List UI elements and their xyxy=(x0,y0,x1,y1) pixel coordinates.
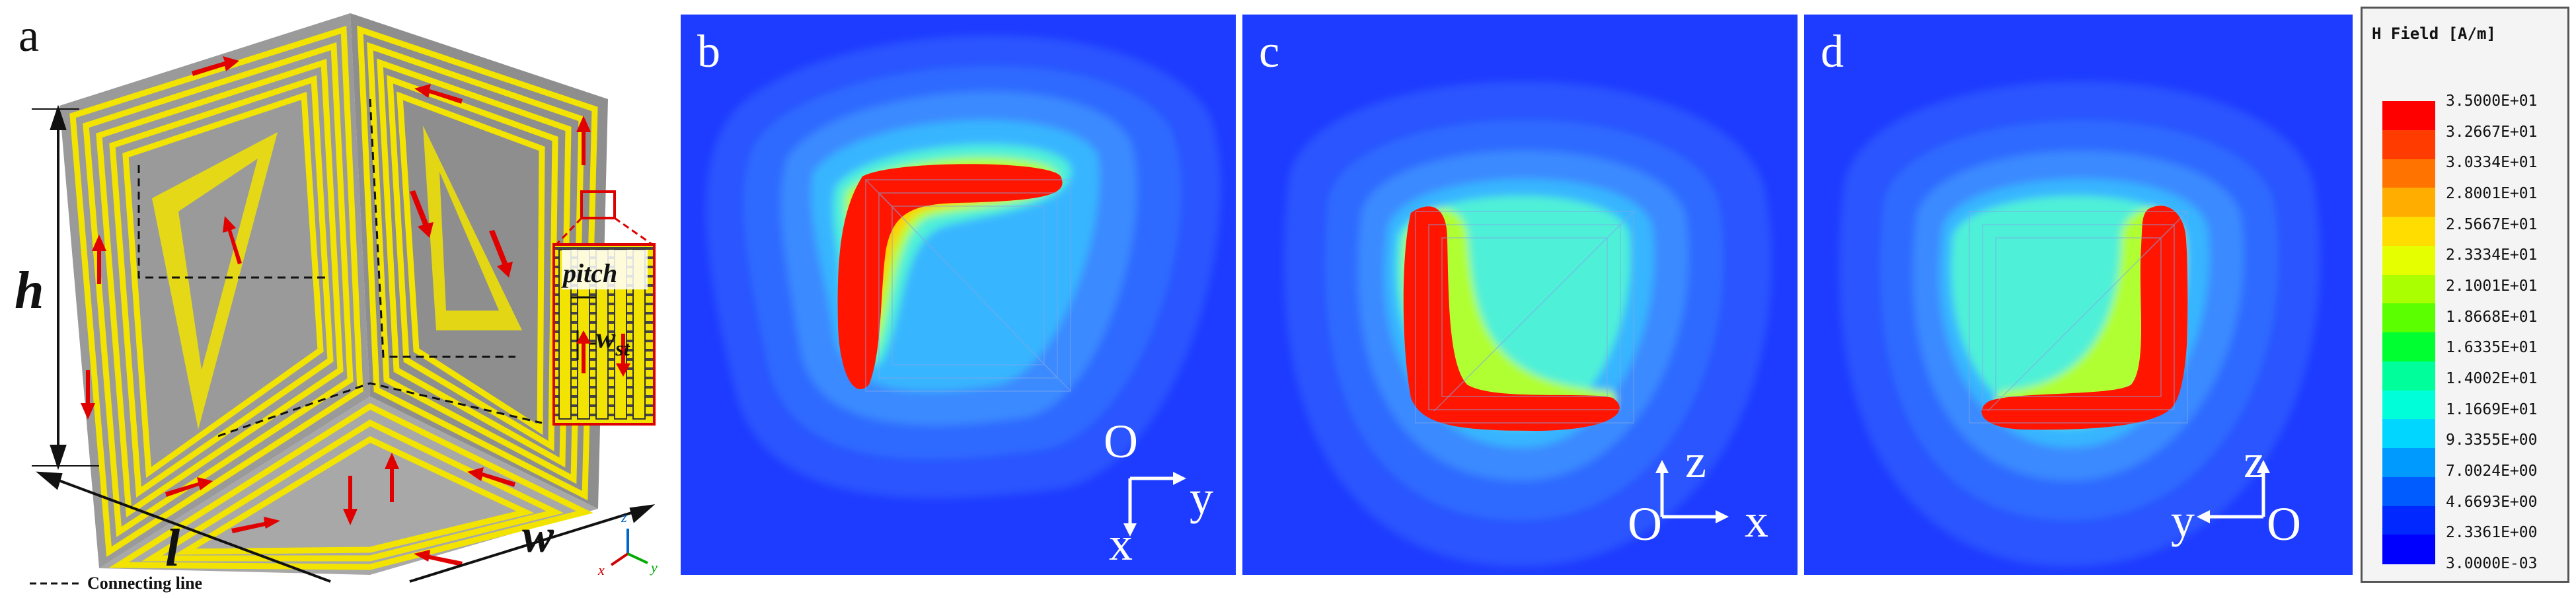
triad-z-label: z xyxy=(621,509,627,525)
panel-b-label: b xyxy=(697,26,720,77)
hot-spot-b xyxy=(837,164,1063,389)
colorbar-segment xyxy=(2382,332,2435,362)
colorbar-segment xyxy=(2382,361,2435,391)
legend-tick-label: 2.3334E+01 xyxy=(2446,246,2538,264)
axis-b-x: x xyxy=(1109,517,1133,570)
height-label: h xyxy=(15,262,44,320)
field-map-b xyxy=(706,35,1221,499)
length-label: l xyxy=(165,519,180,578)
axis-c-x: x xyxy=(1745,494,1768,547)
pitch-label: pitch xyxy=(563,258,618,288)
legend-tick-label: 9.3355E+00 xyxy=(2446,431,2538,449)
folded-coil-diagram xyxy=(30,13,656,585)
colorbar-segment xyxy=(2382,535,2435,564)
panel-a-label: a xyxy=(19,11,40,61)
hot-spot-d xyxy=(1981,206,2188,430)
colorbar-segment xyxy=(2382,505,2435,536)
legend-tick-label: 3.2667E+01 xyxy=(2446,123,2538,141)
axis-arrows-d xyxy=(2197,460,2270,523)
colorbar-segment xyxy=(2382,245,2435,276)
wire-width-subscript: st xyxy=(615,336,630,360)
zoom-region xyxy=(580,190,616,219)
triad-x-label: x xyxy=(598,562,605,578)
axis-d-y: y xyxy=(2171,494,2195,547)
colorbar-segment xyxy=(2382,448,2435,478)
wire-width-w: w xyxy=(596,322,616,354)
colorbar-segment xyxy=(2382,217,2435,246)
colorbar-segment xyxy=(2382,419,2435,449)
width-label: w xyxy=(522,509,554,562)
panel-d-label: d xyxy=(1821,26,1844,77)
field-map-c xyxy=(1283,81,1772,567)
coil-right xyxy=(357,25,598,501)
panel-c-label: c xyxy=(1259,26,1280,77)
colorbar-segment xyxy=(2382,101,2435,131)
colorbar-segment xyxy=(2382,390,2435,420)
legend-tick-label: 1.8668E+01 xyxy=(2446,308,2538,326)
axis-d-z: z xyxy=(2244,435,2265,488)
colorbar-segment xyxy=(2382,130,2435,160)
axis-arrows-b xyxy=(1123,472,1186,537)
colorbar-segment xyxy=(2382,188,2435,217)
colorbar xyxy=(2382,101,2435,564)
axis-d-origin: O xyxy=(2267,498,2301,550)
legend-tick-label: 3.0000E-03 xyxy=(2446,555,2538,572)
axis-b-y: y xyxy=(1190,471,1213,524)
legend-tick-label: 2.8001E+01 xyxy=(2446,185,2538,202)
legend-tick-label: 2.1001E+01 xyxy=(2446,278,2538,295)
legend-tick-label: 3.0334E+01 xyxy=(2446,154,2538,172)
connecting-line-legend: Connecting line xyxy=(87,574,203,593)
colorbar-segment xyxy=(2382,159,2435,189)
colorbar-segment xyxy=(2382,476,2435,507)
coil-left xyxy=(69,25,363,557)
axis-c-z: z xyxy=(1685,435,1706,488)
panel-a: a h l w pitch wst Connecting line z x y xyxy=(0,0,667,595)
legend-tick-label: 2.3361E+00 xyxy=(2446,524,2538,542)
legend-title: H Field [A/m] xyxy=(2372,24,2496,43)
axis-arrows-c xyxy=(1655,460,1729,523)
panel-c: c z O x xyxy=(1242,15,1798,575)
connecting-lines xyxy=(137,98,543,437)
axis-b-origin: O xyxy=(1104,415,1138,468)
right-triangle-window xyxy=(439,172,499,311)
legend-tick-label: 1.4002E+01 xyxy=(2446,370,2538,387)
panel-b: b O y x xyxy=(681,15,1236,575)
triad-y-label: y xyxy=(651,559,658,576)
axis-c-origin: O xyxy=(1628,498,1662,550)
axis-triad xyxy=(610,529,648,566)
panel-d: d z y O xyxy=(1804,15,2353,575)
legend-tick-label: 1.6335E+01 xyxy=(2446,339,2538,357)
wire-width-label: wst xyxy=(596,322,630,359)
legend-tick-label: 7.0024E+00 xyxy=(2446,463,2538,480)
legend-tick-label: 2.5667E+01 xyxy=(2446,215,2538,233)
legend-tick-label: 4.6693E+00 xyxy=(2446,493,2538,511)
field-map-d xyxy=(1838,81,2321,567)
legend-tick-label: 3.5000E+01 xyxy=(2446,93,2538,110)
hot-spot-c xyxy=(1403,206,1620,431)
current-arrows xyxy=(81,56,591,566)
dimension-lines xyxy=(32,104,656,583)
left-triangle-window xyxy=(178,159,258,370)
colorbar-segment xyxy=(2382,303,2435,333)
color-legend: H Field [A/m] 3.5000E+01 3.2667E+01 3.0334… xyxy=(2361,7,2569,583)
legend-tick-label: 1.1669E+01 xyxy=(2446,400,2538,418)
bottom-face-window xyxy=(211,456,496,545)
colorbar-segment xyxy=(2382,274,2435,305)
